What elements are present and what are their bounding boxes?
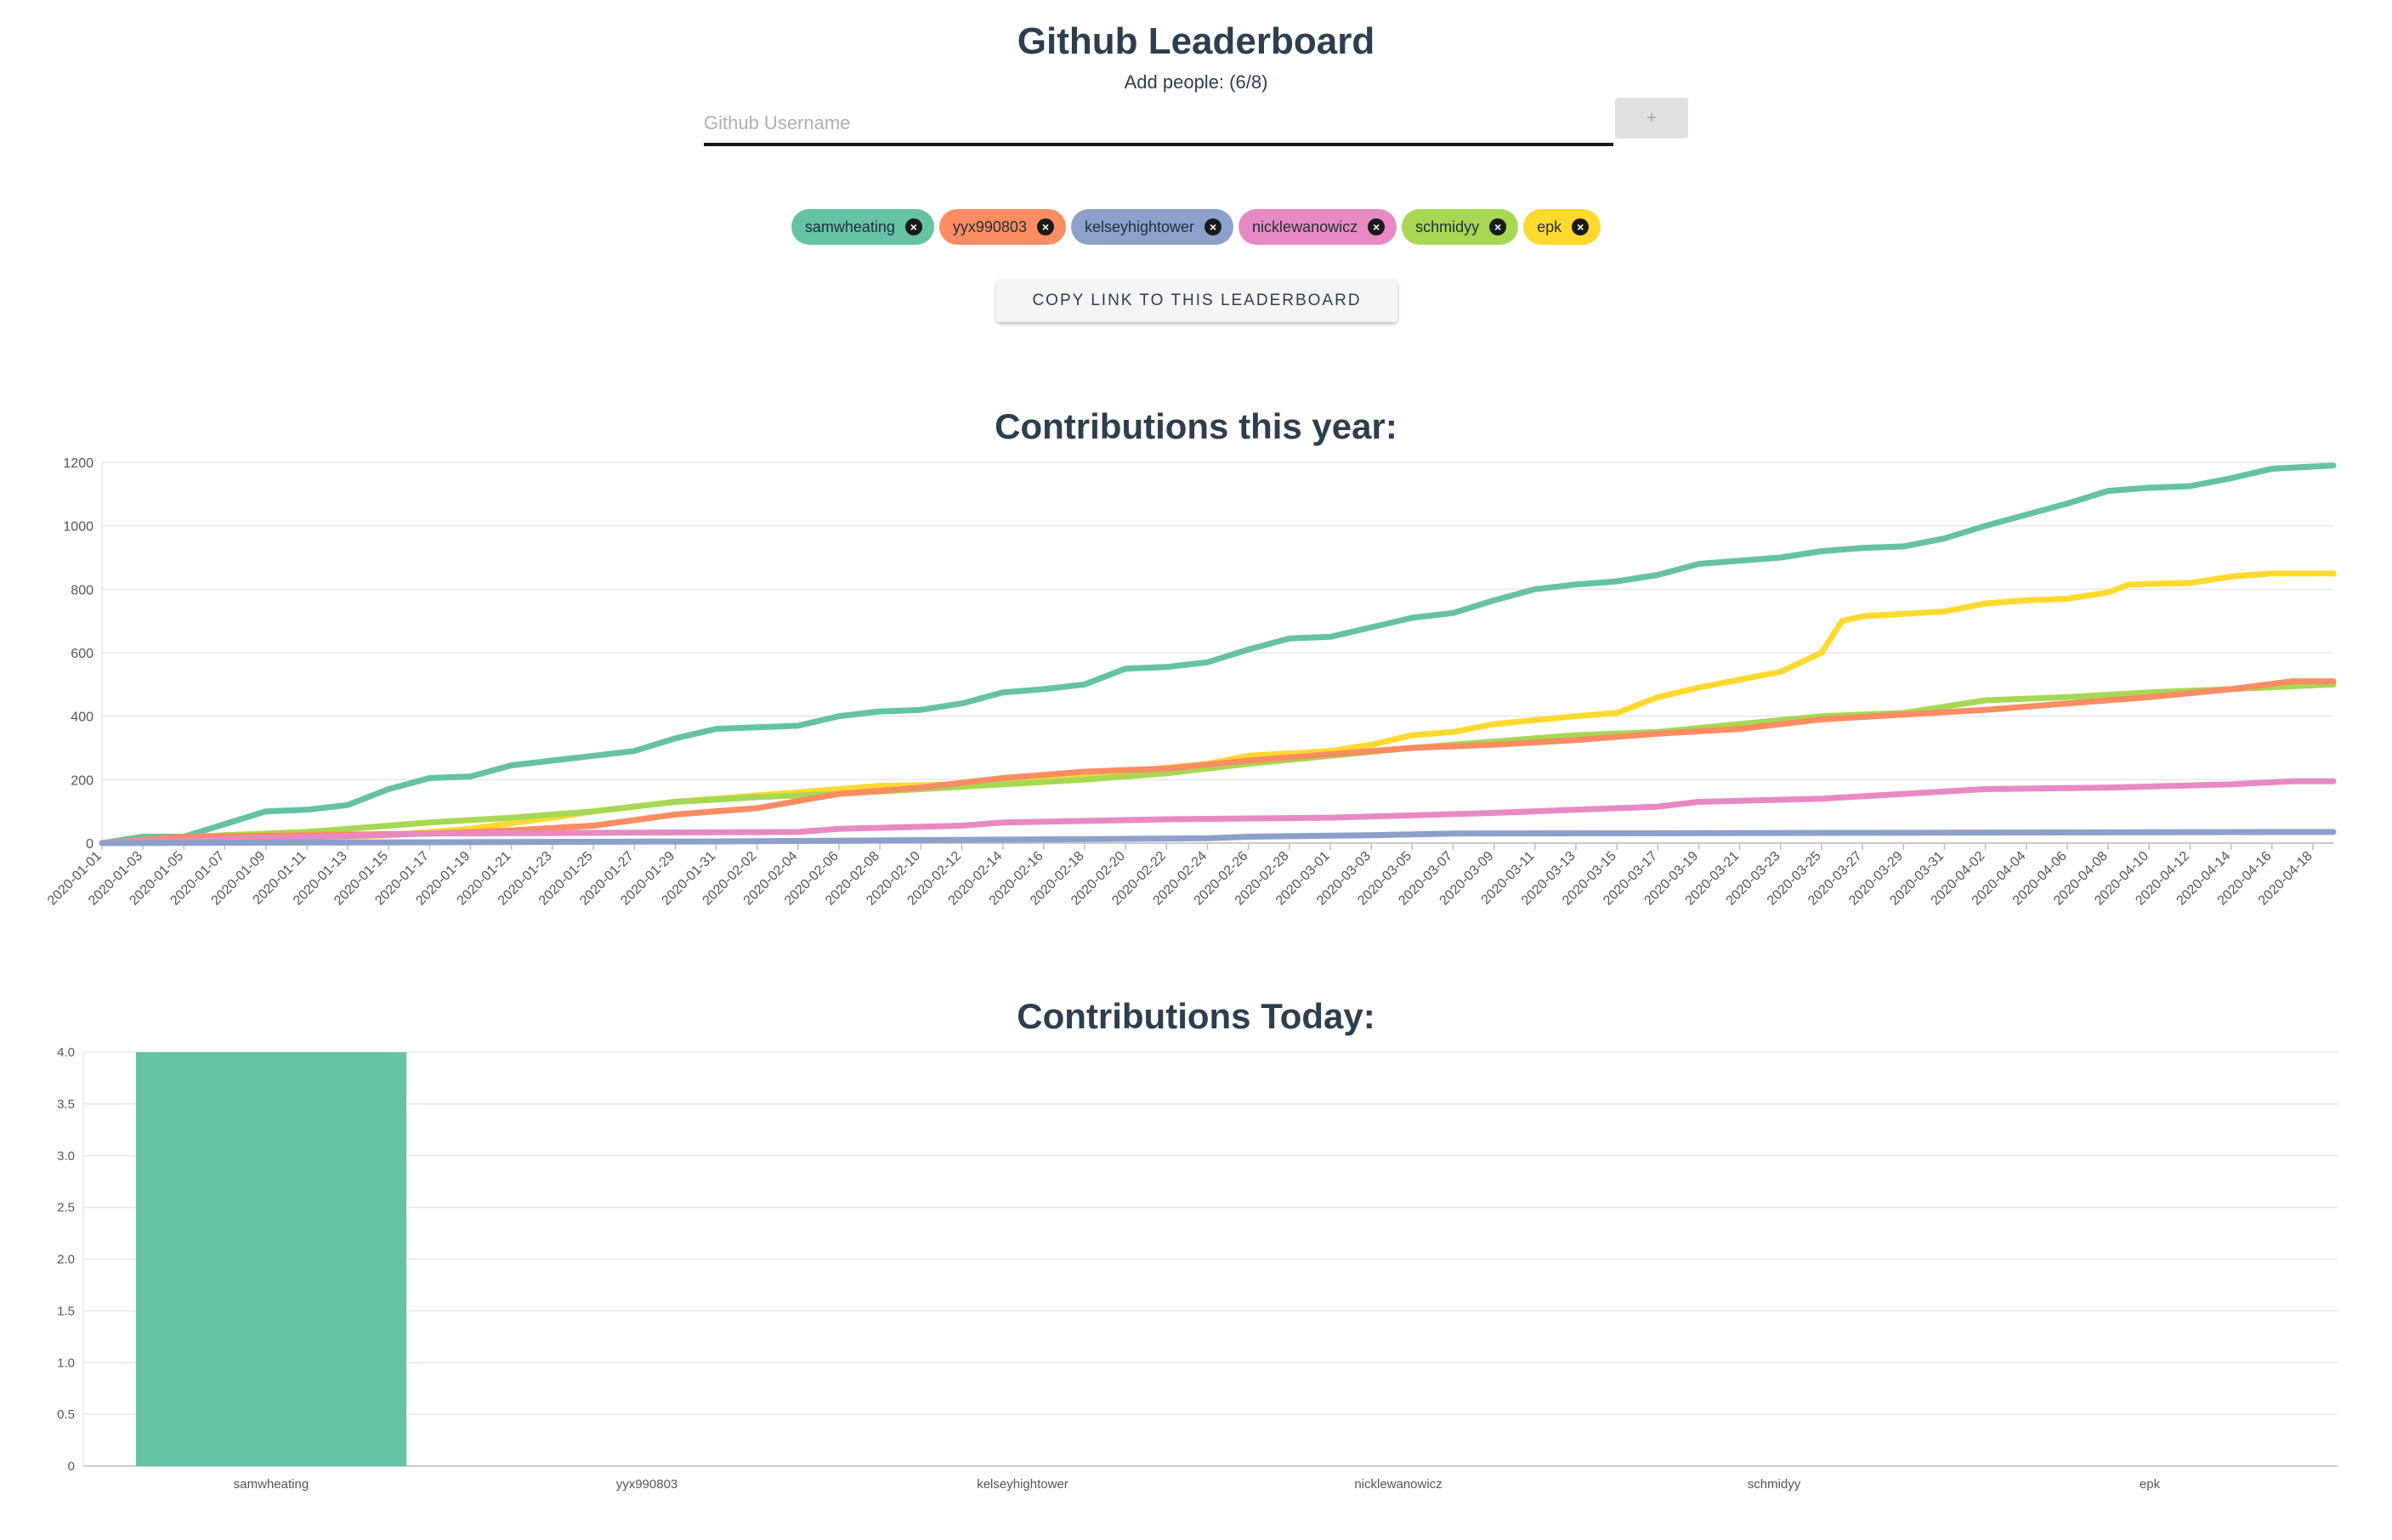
remove-user-icon[interactable]: × [904,218,922,235]
remove-user-icon[interactable]: × [1205,218,1222,235]
series-line-samwheating [99,462,2337,846]
y-tick-label: 1000 [63,520,94,535]
y-tick-label: 800 [71,583,94,597]
y-tick-label: 1.0 [57,1356,75,1370]
y-tick-label: 0 [86,837,94,852]
github-username-input[interactable] [704,104,1613,146]
x-tick-label: kelseyhightower [977,1477,1068,1492]
user-chip-label: epk [1537,218,1562,235]
user-chip-label: schmidyy [1415,218,1480,235]
y-tick-label: 0.5 [57,1407,75,1422]
y-tick-label: 0 [68,1459,75,1474]
series-line-schmidyy [99,681,2337,846]
remove-user-icon[interactable]: × [1036,218,1054,235]
line-chart-title: Contributions this year: [995,406,1397,446]
x-tick-label: epk [2140,1477,2161,1492]
y-tick-label: 1.5 [57,1304,75,1318]
user-chip-label: samwheating [804,218,895,235]
series-line-nicklewanowicz [99,778,2337,846]
y-tick-label: 600 [71,647,94,661]
remove-user-icon[interactable]: × [1489,218,1507,235]
series-line-kelseyhightower [99,829,2337,846]
user-chip-list: samwheating × yyx990803 × kelseyhightower × ni… [0,209,2392,245]
user-chip-label: kelseyhightower [1084,218,1195,235]
y-tick-label: 2.0 [57,1253,75,1267]
x-tick-label: schmidyy [1748,1477,1801,1492]
add-people-label: Add people: (6/8) [1124,71,1268,93]
user-chip-label: nicklewanowicz [1252,218,1358,235]
copy-link-button[interactable]: COPY LINK TO THIS LEADERBOARD [996,280,1397,322]
remove-user-icon[interactable]: × [1572,218,1590,235]
bar-chart-title: Contributions Today: [1017,996,1375,1036]
remove-user-icon[interactable]: × [1368,218,1386,235]
page-title: Github Leaderboard [1017,20,1375,62]
user-chip-label: yyx990803 [952,218,1027,235]
series-line-yyx990803 [99,678,2337,846]
y-tick-label: 3.0 [57,1149,75,1163]
x-tick-label: samwheating [234,1477,309,1492]
user-chip-yyx990803: yyx990803 × [938,209,1066,245]
y-tick-label: 200 [71,773,94,788]
add-user-button[interactable]: + [1615,98,1688,139]
user-chip-kelseyhightower: kelseyhightower × [1070,209,1234,245]
y-tick-label: 1200 [63,456,94,471]
y-tick-label: 400 [71,711,94,725]
user-chip-schmidyy: schmidyy × [1402,209,1519,245]
y-tick-label: 4.0 [57,1045,75,1060]
x-tick-label: nicklewanowicz [1354,1477,1442,1492]
x-tick-label: yyx990803 [616,1477,678,1492]
y-tick-label: 2.5 [57,1201,75,1215]
bar-samwheating [135,1052,407,1466]
y-tick-label: 3.5 [57,1097,75,1112]
user-chip-epk: epk × [1523,209,1601,245]
contributions-bar-chart: 0 0.5 1.0 1.5 2.0 2.5 3.0 3.5 4.0 samwheating yyx9… [57,1045,2338,1492]
user-chip-nicklewanowicz: nicklewanowicz × [1239,209,1397,245]
contributions-line-chart: 0200400600800100012002020-01-012020-01-0… [45,456,2337,909]
user-chip-samwheating: samwheating × [791,209,934,245]
